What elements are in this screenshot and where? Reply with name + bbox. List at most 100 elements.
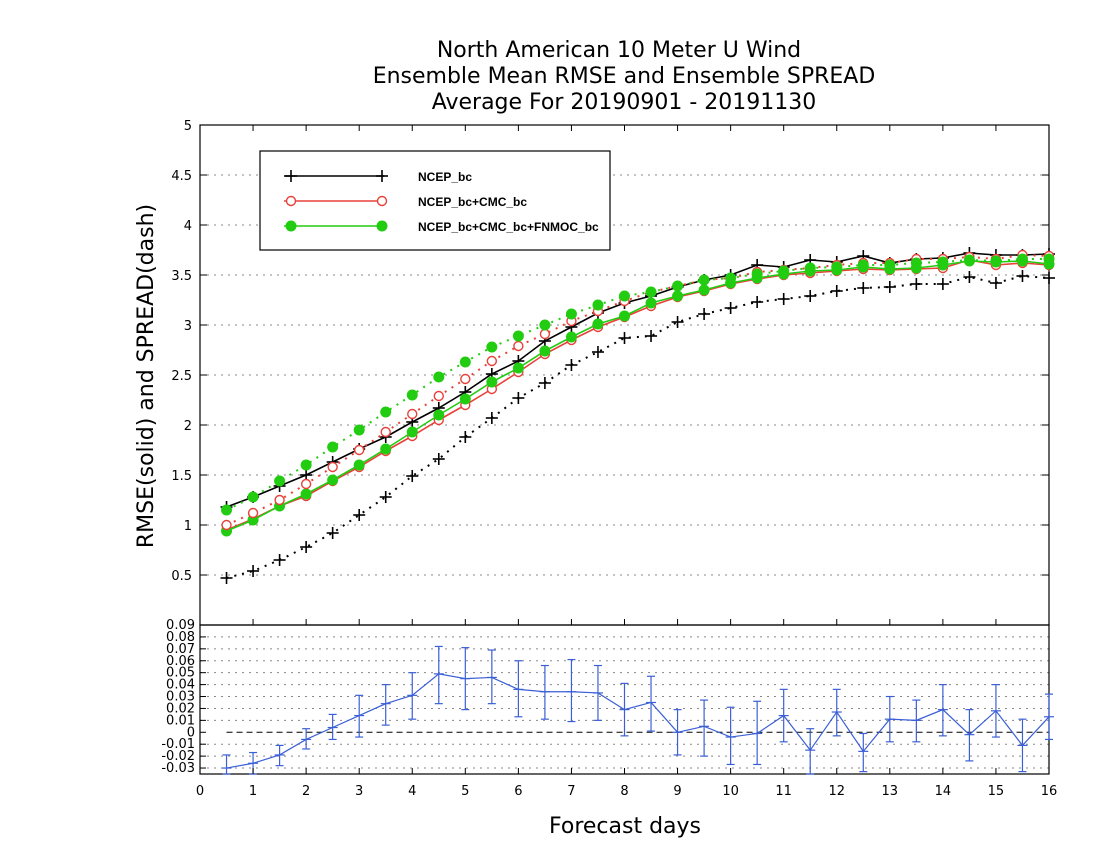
series-3-point <box>565 331 577 343</box>
series-6-point <box>831 261 843 273</box>
series-5-point <box>433 390 444 402</box>
diff-y-tick-label: 0.07 <box>166 642 195 657</box>
series-4 <box>220 270 1055 584</box>
series-6-point <box>857 259 869 271</box>
y-tick-label: 0.5 <box>171 569 192 584</box>
y-tick-label: 2 <box>184 419 192 434</box>
series-6-point <box>459 356 471 368</box>
diff-y-tick-label: 0.02 <box>166 701 195 716</box>
series-5-point <box>513 340 524 352</box>
x-axis: 0 1 2 3 4 5 6 7 8 9 10 11 12 13 14 15 16 <box>196 125 1057 799</box>
series-5-point <box>380 426 391 438</box>
series-3-point <box>539 345 551 357</box>
series-line-2 <box>226 259 1050 531</box>
diff-series-line <box>226 673 1050 769</box>
series-3-point <box>672 290 684 302</box>
chart-legend: NCEP_bc NCEP_bc+CMC_bc NCEP_bc+CMC_bc+FNMO… <box>259 150 611 251</box>
chart-subtitle: Ensemble Mean RMSE and Ensemble SPREAD <box>373 64 876 89</box>
series-6-point <box>937 256 949 268</box>
legend-label-2: NCEP_bc+CMC_bc <box>418 195 527 209</box>
series-5-point <box>460 373 471 385</box>
x-tick-label: 6 <box>514 784 522 799</box>
series-6-point <box>1043 253 1055 265</box>
series-6-point <box>327 441 339 453</box>
x-tick-label: 7 <box>567 784 575 799</box>
series-line-4 <box>226 274 1050 579</box>
series-6-point <box>751 268 763 280</box>
series-6-point <box>539 319 551 331</box>
x-tick-label: 1 <box>249 784 257 799</box>
series-6-point <box>300 459 312 471</box>
x-tick-label: 14 <box>935 784 952 799</box>
series-6-point <box>486 341 498 353</box>
diff-y-tick-label: 0.08 <box>166 630 195 645</box>
series-6-point <box>274 475 286 487</box>
legend-marker-3b <box>376 220 388 232</box>
series-5-point <box>486 355 498 367</box>
series-5-point <box>300 478 312 490</box>
series-6-point <box>963 254 975 266</box>
y-tick-label: 4.5 <box>171 169 192 184</box>
series-6-point <box>1016 253 1028 265</box>
series-6-point <box>406 389 418 401</box>
series-5 <box>221 249 1055 531</box>
series-6-point <box>725 272 737 284</box>
y-tick-label: 4 <box>184 219 192 234</box>
x-tick-label: 10 <box>722 784 739 799</box>
legend-label-1: NCEP_bc <box>418 170 472 184</box>
series-6-point <box>221 504 233 516</box>
series-3-point <box>512 362 524 374</box>
series-3-point <box>486 376 498 388</box>
legend-label-3: NCEP_bc+CMC_bc+FNMOC_bc <box>418 220 599 234</box>
series-3-point <box>353 459 365 471</box>
x-tick-label: 11 <box>775 784 792 799</box>
series-5-point <box>221 519 232 531</box>
series-3-point <box>406 426 418 438</box>
x-tick-label: 9 <box>673 784 681 799</box>
y-tick-label: 1 <box>184 519 192 534</box>
series-3-point <box>592 318 604 330</box>
series-6-point <box>645 286 657 298</box>
series-5-point <box>539 328 551 340</box>
chart-title: North American 10 Meter U Wind <box>437 38 801 63</box>
series-3-point <box>433 409 445 421</box>
diff-y-tick-label: -0.03 <box>161 761 195 776</box>
diff-y-tick-label: 0.01 <box>166 713 195 728</box>
x-tick-label: 4 <box>408 784 416 799</box>
series-6-point <box>247 491 259 503</box>
diff-y-tick-label: 0.04 <box>166 678 195 693</box>
x-tick-label: 5 <box>461 784 469 799</box>
x-tick-label: 15 <box>988 784 1005 799</box>
series-6-point <box>698 274 710 286</box>
series-3-point <box>645 297 657 309</box>
diff-y-tick-label: 0.06 <box>166 654 195 669</box>
diff-y-tick-label: 0.09 <box>166 618 195 633</box>
series-6-point <box>672 280 684 292</box>
x-tick-label: 3 <box>355 784 363 799</box>
series-5-point <box>247 507 259 519</box>
diff-y-tick-label: -0.02 <box>161 749 195 764</box>
x-axis-title: Forecast days <box>549 814 701 839</box>
y-axis-title: RMSE(solid) and SPREAD(dash) <box>134 204 159 548</box>
x-tick-label: 12 <box>828 784 845 799</box>
series-6-point <box>619 290 630 302</box>
series-6-point <box>804 262 816 274</box>
series-line-1 <box>226 252 1050 508</box>
series-3-point <box>327 474 339 486</box>
diff-y-tick-label: 0.03 <box>166 690 195 705</box>
series-6-point <box>433 371 445 383</box>
chart-subtitle-2: Average For 20190901 - 20191130 <box>432 90 817 115</box>
series-6-point <box>990 255 1002 267</box>
series-5-point <box>274 494 285 506</box>
series-6-point <box>592 299 604 311</box>
series-3-point <box>698 284 710 296</box>
series-3-point <box>300 488 312 500</box>
x-tick-label: 13 <box>882 784 899 799</box>
series-6-point <box>778 265 790 277</box>
y-tick-label: 3.5 <box>171 269 192 284</box>
series-5-point <box>327 461 338 473</box>
legend-marker-2b <box>376 195 388 207</box>
series-3-point <box>459 393 471 405</box>
series-line-3 <box>226 260 1050 532</box>
